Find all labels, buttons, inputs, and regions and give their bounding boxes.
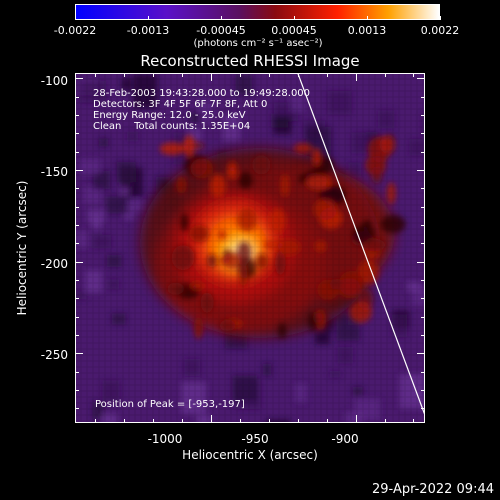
y-axis-tick	[421, 316, 425, 318]
x-tick-label: -950	[241, 432, 269, 446]
colorbar-tick-label: 0.0013	[347, 24, 387, 37]
y-axis-tick	[75, 371, 79, 373]
y-axis-tick	[421, 115, 425, 117]
x-axis-tick	[413, 73, 415, 77]
colorbar-gradient	[76, 5, 439, 19]
y-tick-label: -150	[40, 165, 68, 179]
colorbar-tick	[440, 16, 441, 20]
x-axis-tick	[239, 419, 241, 423]
peak-position: Position of Peak = [-953,-197]	[95, 399, 245, 410]
x-axis-tick	[182, 73, 184, 77]
y-axis-tick	[75, 78, 83, 80]
y-axis-tick	[75, 96, 79, 98]
x-axis-tick	[268, 419, 270, 423]
x-axis-tick	[384, 73, 386, 77]
y-axis-tick	[421, 225, 425, 227]
x-axis-tick	[153, 73, 155, 77]
y-axis-tick	[75, 188, 79, 190]
x-axis-tick	[355, 415, 357, 423]
y-axis-tick	[75, 280, 79, 282]
footer-timestamp: 29-Apr-2022 09:44	[372, 482, 494, 497]
colorbar-tick	[367, 16, 368, 20]
x-axis-tick	[297, 419, 299, 423]
y-axis-tick	[75, 243, 79, 245]
y-axis-tick	[417, 261, 425, 263]
x-axis-tick	[326, 419, 328, 423]
x-axis-tick	[124, 73, 126, 77]
y-axis-tick	[421, 188, 425, 190]
detectors-info: Detectors: 3F 4F 5F 6F 7F 8F, Att 0	[93, 99, 268, 110]
image-title: Reconstructed RHESSI Image	[140, 52, 360, 70]
x-axis-tick	[239, 73, 241, 77]
x-axis-tick	[182, 419, 184, 423]
obs-time: 28-Feb-2003 19:43:28.000 to 19:49:28.000	[93, 88, 311, 99]
x-tick-label: -900	[331, 432, 359, 446]
y-axis-tick	[75, 390, 79, 392]
x-axis-tick	[210, 415, 212, 423]
y-tick-label: -250	[40, 348, 68, 362]
y-axis-tick	[421, 280, 425, 282]
x-axis-tick	[297, 73, 299, 77]
y-axis-tick	[75, 225, 79, 227]
colorbar-tick	[148, 16, 149, 20]
y-axis-title: Heliocentric Y (arcsec)	[15, 180, 29, 316]
heatmap-image	[75, 73, 425, 423]
y-axis-tick	[421, 408, 425, 410]
colorbar-tick	[75, 16, 76, 20]
clean-total-counts: Clean Total counts: 1.35E+04	[93, 121, 251, 132]
y-axis-tick	[417, 170, 425, 172]
y-axis-tick	[75, 335, 79, 337]
y-axis-tick	[421, 390, 425, 392]
heatmap-plot[interactable]: 28-Feb-2003 19:43:28.000 to 19:49:28.000…	[75, 73, 425, 423]
solar-limb-line	[297, 73, 425, 417]
colorbar-tick-label: 0.00045	[271, 24, 317, 37]
colorbar-tick-label: 0.0022	[420, 24, 460, 37]
colorbar-units: (photons cm⁻² s⁻¹ asec⁻²)	[193, 38, 323, 49]
y-axis-tick	[75, 133, 79, 135]
x-axis-tick	[153, 419, 155, 423]
colorbar-tick-label: -0.0013	[126, 24, 170, 37]
y-axis-tick	[75, 408, 79, 410]
y-axis-tick	[421, 96, 425, 98]
x-axis-tick	[268, 73, 270, 77]
colorbar-tick-label: -0.00045	[196, 24, 246, 37]
x-axis-tick	[326, 73, 328, 77]
y-axis-tick	[421, 335, 425, 337]
x-axis-tick	[355, 73, 357, 81]
x-axis-tick	[413, 419, 415, 423]
y-axis-tick	[75, 206, 79, 208]
colorbar	[75, 4, 440, 20]
x-axis-tick	[124, 419, 126, 423]
colorbar-tick	[294, 16, 295, 20]
y-tick-label: -200	[40, 257, 68, 271]
y-axis-tick	[75, 298, 79, 300]
y-axis-tick	[75, 261, 83, 263]
y-axis-tick	[75, 353, 83, 355]
y-axis-tick	[421, 298, 425, 300]
colorbar-tick	[221, 16, 222, 20]
y-axis-tick	[421, 243, 425, 245]
x-axis-tick	[210, 73, 212, 81]
y-axis-tick	[421, 206, 425, 208]
x-axis-tick	[95, 419, 97, 423]
x-tick-label: -1000	[147, 432, 183, 446]
x-axis-title: Heliocentric X (arcsec)	[182, 448, 318, 462]
y-axis-tick	[417, 78, 425, 80]
y-axis-tick	[417, 353, 425, 355]
y-axis-tick	[75, 115, 79, 117]
colorbar-tick-label: -0.0022	[53, 24, 97, 37]
energy-range: Energy Range: 12.0 - 25.0 keV	[93, 110, 246, 121]
y-tick-label: -100	[40, 74, 68, 88]
x-axis-tick	[384, 419, 386, 423]
y-axis-tick	[75, 316, 79, 318]
y-axis-tick	[421, 371, 425, 373]
y-axis-tick	[421, 151, 425, 153]
x-axis-tick	[95, 73, 97, 77]
y-axis-tick	[421, 133, 425, 135]
y-axis-tick	[75, 170, 83, 172]
y-axis-tick	[75, 151, 79, 153]
